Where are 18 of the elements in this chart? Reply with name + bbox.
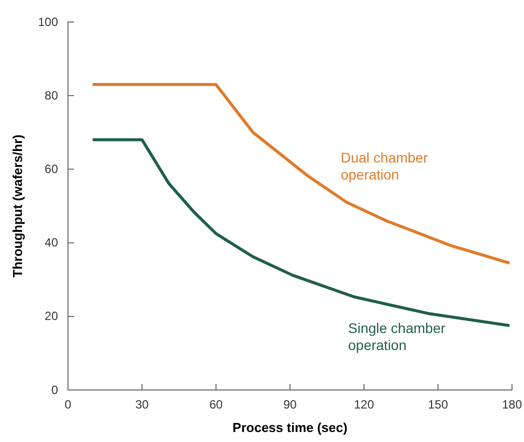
series-label: Dual chamber operation xyxy=(340,149,428,182)
x-tick-label: 0 xyxy=(64,398,72,412)
y-axis-title: Throughput (wafers/hr) xyxy=(10,134,25,278)
x-tick-label: 60 xyxy=(209,398,223,412)
y-tick-label: 20 xyxy=(44,309,58,324)
series-label: Single chamber operation xyxy=(348,320,446,353)
x-tick-label: 120 xyxy=(354,398,374,412)
x-tick-label: 180 xyxy=(502,398,522,412)
y-tick-label: 40 xyxy=(44,236,58,250)
x-tick-label: 150 xyxy=(428,398,448,412)
y-tick-label: 100 xyxy=(38,14,58,29)
y-tick-label: 60 xyxy=(44,162,58,176)
x-tick-label: 90 xyxy=(283,398,297,412)
y-tick-label: 0 xyxy=(51,382,58,397)
y-tick-label: 80 xyxy=(44,88,58,102)
x-axis-title: Process time (sec) xyxy=(232,420,348,435)
line-series xyxy=(91,83,512,265)
x-tick-label: 30 xyxy=(135,398,149,412)
